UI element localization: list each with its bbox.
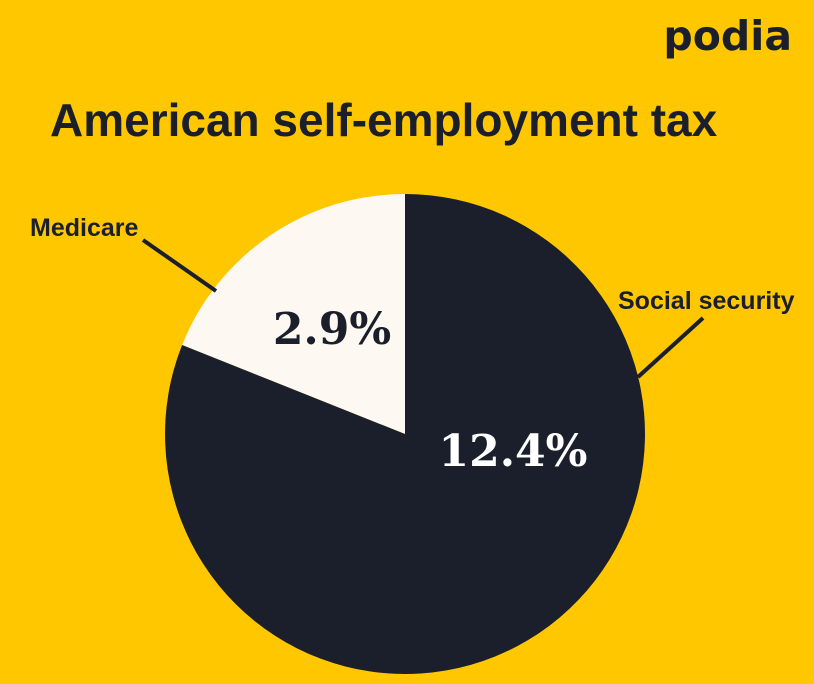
podia-logo: podia — [663, 12, 792, 60]
social-security-leader-line — [636, 316, 705, 379]
medicare-value-label: 2.9% — [273, 304, 391, 355]
social-security-value-label: 12.4% — [439, 426, 588, 477]
medicare-slice — [182, 194, 405, 434]
medicare-leader-line — [141, 238, 218, 293]
pie-slices — [165, 194, 646, 674]
chart-title: American self-employment tax — [50, 94, 718, 146]
medicare-callout-label: Medicare — [30, 214, 138, 242]
social-security-slice — [165, 194, 646, 674]
social-security-callout-label: Social security — [618, 287, 795, 315]
